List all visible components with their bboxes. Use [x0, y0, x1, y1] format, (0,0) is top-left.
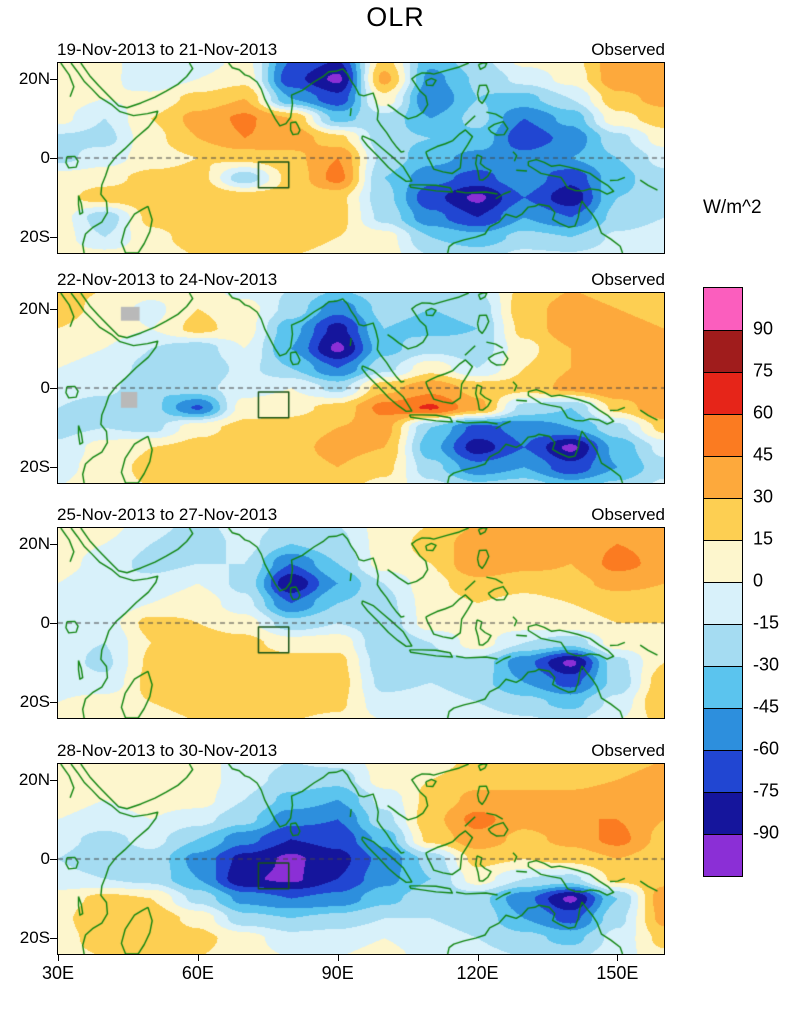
x-axis-tick-label: 90E [321, 963, 354, 983]
colorbar-segment [704, 414, 742, 456]
panel-1-source-label: Observed [591, 40, 665, 59]
olr-map-canvas-panel-1 [58, 63, 664, 253]
panel-4-source-label: Observed [591, 741, 665, 760]
x-axis-tick [337, 955, 339, 961]
colorbar-tick-label: -45 [753, 696, 780, 717]
colorbar-tick-label: 60 [753, 402, 774, 423]
y-axis-tick [50, 158, 57, 159]
colorbar-labels: 90 75 60 45 30 15 0 -15 -30 -45 -60 -75 -90 [753, 287, 791, 879]
y-axis-tick [50, 467, 57, 469]
x-axis-tick-label: 150E [596, 963, 639, 983]
panel-2-date-range: 22-Nov-2013 to 24-Nov-2013 [57, 270, 278, 289]
y-axis-tick-label: 20S [19, 227, 50, 247]
olr-map-canvas-panel-2 [58, 293, 664, 483]
x-axis-tick-label: 60E [181, 963, 214, 983]
colorbar-segment [704, 540, 742, 582]
colorbar [703, 287, 743, 877]
colorbar-segment [704, 624, 742, 666]
colorbar-segment [704, 330, 742, 372]
x-axis-tick-label: 30E [41, 963, 75, 983]
colorbar-tick-label: -75 [753, 780, 780, 801]
y-axis-tick [50, 388, 57, 389]
y-axis-tick [50, 779, 57, 781]
x-axis-tick [477, 955, 479, 961]
y-axis-tick-label: 0 [40, 849, 50, 868]
colorbar-tick-label: -15 [753, 612, 780, 633]
map-panel-1: 19-Nov-2013 to 21-Nov-2013 Observed 20N 0… [19, 38, 665, 254]
colorbar-tick-label: -30 [753, 654, 780, 675]
colorbar-tick-label: -90 [753, 822, 780, 843]
x-axis-tick [58, 955, 59, 961]
y-axis-tick-label: 20S [19, 457, 50, 477]
colorbar-tick-label: -60 [753, 738, 780, 759]
y-axis-tick-label: 20S [19, 928, 50, 948]
colorbar-tick-label: 75 [753, 360, 774, 381]
y-axis-tick [50, 938, 57, 940]
colorbar-tick-label: 45 [753, 444, 774, 465]
figure-title: OLR [366, 2, 425, 32]
y-axis-tick-label: 20N [18, 533, 50, 553]
panel-2-source-label: Observed [591, 270, 665, 289]
x-axis-tick [197, 955, 199, 961]
map-panel-4: 28-Nov-2013 to 30-Nov-2013 Observed 20N 0… [19, 739, 665, 983]
map-frame-3: 20N 0 20S [19, 527, 665, 719]
y-axis-tick-label: 0 [40, 613, 50, 632]
y-axis-tick-label: 0 [40, 148, 50, 167]
colorbar-tick-label: 90 [753, 318, 774, 339]
y-axis-tick-label: 20N [18, 298, 50, 318]
map-frame-4: 20N 0 20S 30E 60E 90E 120E 150E [19, 763, 665, 983]
y-axis-tick [50, 237, 57, 239]
x-axis-tick-label: 120E [456, 963, 499, 983]
x-axis-tick [617, 955, 619, 961]
colorbar-tick-label: 15 [753, 528, 774, 549]
colorbar-segment [704, 792, 742, 834]
colorbar-segment [704, 288, 742, 330]
olr-map-canvas-panel-4 [58, 764, 664, 954]
map-frame-1: 20N 0 20S [19, 62, 665, 254]
y-axis-tick-label: 20N [18, 769, 50, 789]
map-panel-3: 25-Nov-2013 to 27-Nov-2013 Observed 20N 0… [19, 503, 665, 719]
colorbar-segment [704, 750, 742, 792]
colorbar-segment [704, 498, 742, 540]
y-axis-tick [50, 702, 57, 704]
y-axis-tick [50, 78, 57, 80]
y-axis-tick [50, 623, 57, 624]
y-axis-tick-label: 0 [40, 378, 50, 397]
map-panel-2: 22-Nov-2013 to 24-Nov-2013 Observed 20N 0… [19, 268, 665, 484]
colorbar-segment [704, 708, 742, 750]
colorbar-segment [704, 456, 742, 498]
colorbar-segment [704, 372, 742, 414]
y-axis-tick [50, 543, 57, 545]
panel-4-date-range: 28-Nov-2013 to 30-Nov-2013 [57, 741, 278, 760]
panel-3-source-label: Observed [591, 505, 665, 524]
panel-3-date-range: 25-Nov-2013 to 27-Nov-2013 [57, 505, 278, 524]
colorbar-tick-label: 0 [753, 570, 764, 591]
map-frame-2: 20N 0 20S [19, 292, 665, 484]
colorbar-segment [704, 582, 742, 624]
colorbar-units-label: W/m^2 [703, 197, 762, 218]
y-axis-tick-label: 20S [19, 692, 50, 712]
y-axis-tick [50, 308, 57, 310]
y-axis-tick [50, 859, 57, 860]
colorbar-tick-label: 30 [753, 486, 774, 507]
colorbar-segment [704, 666, 742, 708]
colorbar-segment [704, 834, 742, 876]
olr-map-canvas-panel-3 [58, 528, 664, 718]
panel-1-date-range: 19-Nov-2013 to 21-Nov-2013 [57, 40, 278, 59]
y-axis-tick-label: 20N [18, 68, 50, 88]
